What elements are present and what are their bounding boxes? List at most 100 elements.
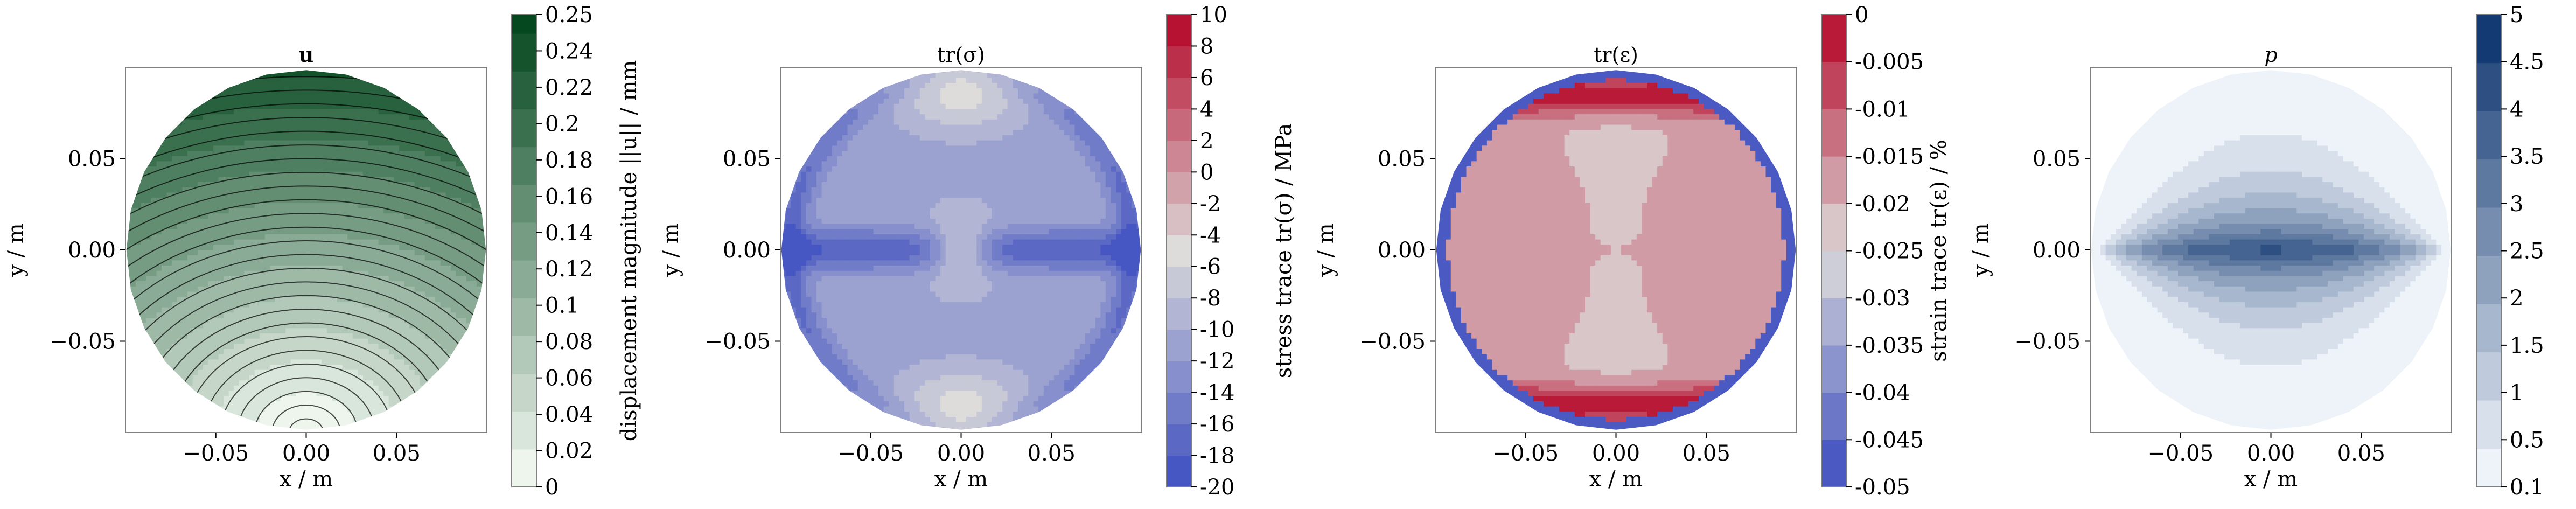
colorbar-label: stress trace tr(σ) / MPa <box>1272 123 1296 379</box>
colorbar-band <box>1821 298 1846 346</box>
colorbar-tick-label: -14 <box>1200 381 1234 406</box>
chart-title: u <box>299 43 314 67</box>
y-tick-label: 0.00 <box>723 238 771 263</box>
colorbar: 54.543.532.521.510.50.1pore pressure p /… <box>2476 3 2544 500</box>
y-axis-label: y / m <box>659 223 683 277</box>
colorbar-band <box>2476 15 2501 64</box>
colorbar-band <box>512 147 536 185</box>
colorbar-tick-label: 4 <box>2510 97 2523 122</box>
x-axis-label: x / m <box>934 467 988 492</box>
colorbar-tick-label: -0.045 <box>1855 428 1924 452</box>
colorbar-band <box>1821 156 1846 204</box>
colorbar-band <box>1821 440 1846 487</box>
colorbar-tick-label: 1.5 <box>2510 333 2544 358</box>
colorbar-band <box>1167 77 1191 109</box>
colorbar-band <box>512 260 536 298</box>
colorbar-band <box>512 15 536 34</box>
y-tick-label: −0.05 <box>1359 330 1426 354</box>
x-tick-label: 0.00 <box>1592 441 1640 466</box>
colorbar-tick-label: -10 <box>1200 318 1234 343</box>
colorbar-band <box>1821 392 1846 440</box>
colorbar-frame <box>1166 14 1192 487</box>
colorbar-tick-label: 0.18 <box>545 148 593 173</box>
colorbar: 0 -0.005 -0.01 -0.015 -0.02 -0.025 -0.03 -0.035… <box>1821 3 1951 500</box>
colorbar-band <box>2476 110 2501 160</box>
colorbar-band <box>2476 400 2501 449</box>
colorbar: 10 8 6 4 2 0 -2 -4 -6 -8 -10 -12 -14 -16 -18 -20 stress … <box>1166 3 1296 500</box>
x-tick-label: 0.00 <box>2247 441 2295 466</box>
colorbar-tick-label: -0.035 <box>1855 333 1924 358</box>
y-tick-label: −0.05 <box>704 330 771 354</box>
streamline <box>237 377 375 430</box>
colorbar-tick-label: -16 <box>1200 412 1234 437</box>
colorbar-band <box>1167 15 1191 47</box>
x-tick-label: 0.00 <box>937 441 985 466</box>
colorbar-tick-label: 0.1 <box>2510 475 2544 500</box>
colorbar-band <box>512 184 536 223</box>
colorbar-band <box>1821 109 1846 157</box>
chart-panel-2: tr(σ) −0.05 0.00 0.05 0.05 0.00 −0.05 x / m y / … <box>659 3 1296 500</box>
colorbar-band <box>1167 46 1191 78</box>
x-tick-label: −0.05 <box>183 441 249 466</box>
colorbar-band <box>512 336 536 374</box>
y-tick-label: −0.05 <box>50 330 116 354</box>
colorbar-band <box>2476 352 2501 401</box>
streamline <box>254 391 358 430</box>
y-axis-label: y / m <box>4 223 29 277</box>
contour-field <box>781 70 1141 430</box>
streamline <box>169 322 444 430</box>
colorbar-band <box>512 71 536 109</box>
colorbar-tick-label: 8 <box>1200 34 1213 59</box>
streamline <box>203 350 410 430</box>
streamline <box>126 90 486 430</box>
colorbar-band <box>512 411 536 450</box>
colorbar-tick-label: -6 <box>1200 255 1221 280</box>
x-axis-label: x / m <box>2244 467 2298 492</box>
y-tick-label: 0.00 <box>68 238 116 263</box>
streamline <box>271 405 341 430</box>
streamline <box>126 240 486 430</box>
streamline <box>220 363 393 430</box>
colorbar-tick-label: 0.25 <box>545 3 593 27</box>
streamline <box>126 158 486 430</box>
colorbar-tick-label: 0.08 <box>545 330 593 354</box>
colorbar-tick-label: -18 <box>1200 444 1234 469</box>
colorbar-tick-label: 0.04 <box>545 402 593 427</box>
chart-title: tr(σ) <box>937 43 985 67</box>
colorbar-band <box>512 373 536 412</box>
colorbar-tick-label: 0 <box>1855 3 1868 27</box>
colorbar-tick-label: -0.015 <box>1855 144 1924 169</box>
colorbar-tick-label: -0.02 <box>1855 192 1910 217</box>
colorbar-tick-label: 10 <box>1200 3 1227 27</box>
streamline <box>126 103 486 430</box>
streamline <box>186 336 427 430</box>
streamline <box>126 226 486 430</box>
colorbar-tick-label: 0.2 <box>545 111 580 136</box>
colorbar-tick-label: 1 <box>2510 381 2523 406</box>
colorbar-tick-label: -0.01 <box>1855 97 1910 122</box>
colorbar-tick-label: -0.05 <box>1855 475 1910 500</box>
y-tick-label: 0.05 <box>2033 147 2081 172</box>
colorbar-tick-label: 0.16 <box>545 184 593 209</box>
colorbar-band <box>1167 329 1191 361</box>
y-tick-label: −0.05 <box>2014 330 2081 354</box>
colorbar-tick-label: -0.03 <box>1855 286 1910 311</box>
colorbar-band <box>1167 455 1191 487</box>
colorbar-band <box>512 33 536 72</box>
colorbar-tick-label: 0.22 <box>545 75 593 100</box>
colorbar-tick-label: -0.04 <box>1855 381 1910 406</box>
colorbar-tick-label: 0.06 <box>545 366 593 391</box>
streamline <box>288 418 324 430</box>
colorbar-frame <box>511 14 537 487</box>
y-tick-label: 0.00 <box>1378 238 1426 263</box>
colorbar-band <box>1167 361 1191 393</box>
x-tick-label: 0.05 <box>373 441 421 466</box>
x-tick-label: −0.05 <box>837 441 904 466</box>
colorbar-band <box>1821 15 1846 62</box>
colorbar-band <box>1821 203 1846 252</box>
colorbar-tick-label: 3.5 <box>2510 144 2544 169</box>
colorbar-tick-label: -8 <box>1200 286 1221 311</box>
colorbar-tick-label: -4 <box>1200 223 1221 248</box>
streamline <box>126 144 486 430</box>
